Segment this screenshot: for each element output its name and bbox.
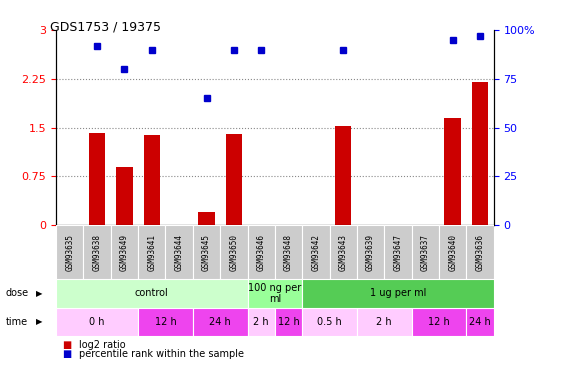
Bar <box>384 225 412 279</box>
Text: 0 h: 0 h <box>89 316 105 327</box>
Text: GSM93649: GSM93649 <box>120 234 129 271</box>
Text: ▶: ▶ <box>36 317 43 326</box>
Text: GSM93646: GSM93646 <box>257 234 266 271</box>
Bar <box>193 225 220 279</box>
Bar <box>116 166 132 225</box>
Bar <box>56 225 84 279</box>
Bar <box>472 82 488 225</box>
Bar <box>247 308 275 336</box>
Text: GSM93635: GSM93635 <box>65 234 74 271</box>
Bar <box>412 308 466 336</box>
Text: GSM93637: GSM93637 <box>421 234 430 271</box>
Text: GSM93647: GSM93647 <box>393 234 402 271</box>
Bar <box>247 279 302 308</box>
Text: dose: dose <box>6 288 29 298</box>
Text: log2 ratio: log2 ratio <box>79 340 125 350</box>
Text: 24 h: 24 h <box>209 316 231 327</box>
Text: 0.5 h: 0.5 h <box>317 316 342 327</box>
Text: 2 h: 2 h <box>376 316 392 327</box>
Text: GSM93636: GSM93636 <box>476 234 485 271</box>
Text: ■: ■ <box>62 350 71 359</box>
Text: ■: ■ <box>62 340 71 350</box>
Text: GDS1753 / 19375: GDS1753 / 19375 <box>50 21 162 34</box>
Bar <box>357 225 384 279</box>
Bar <box>466 308 494 336</box>
Text: GSM93645: GSM93645 <box>202 234 211 271</box>
Bar <box>357 308 412 336</box>
Bar <box>466 225 494 279</box>
Bar <box>335 126 351 225</box>
Text: 1 ug per ml: 1 ug per ml <box>370 288 426 298</box>
Text: 12 h: 12 h <box>278 316 300 327</box>
Bar <box>302 225 329 279</box>
Text: 12 h: 12 h <box>155 316 176 327</box>
Bar <box>138 308 193 336</box>
Bar <box>193 308 247 336</box>
Text: 24 h: 24 h <box>469 316 491 327</box>
Bar <box>89 133 105 225</box>
Text: percentile rank within the sample: percentile rank within the sample <box>79 350 243 359</box>
Text: GSM93650: GSM93650 <box>229 234 238 271</box>
Text: ▶: ▶ <box>36 289 43 298</box>
Bar <box>56 308 138 336</box>
Text: GSM93640: GSM93640 <box>448 234 457 271</box>
Text: GSM93641: GSM93641 <box>148 234 157 271</box>
Bar <box>226 134 242 225</box>
Bar <box>302 279 494 308</box>
Bar <box>220 225 247 279</box>
Text: 12 h: 12 h <box>428 316 450 327</box>
Text: GSM93639: GSM93639 <box>366 234 375 271</box>
Text: GSM93643: GSM93643 <box>339 234 348 271</box>
Bar <box>247 225 275 279</box>
Bar <box>439 225 466 279</box>
Text: time: time <box>6 316 27 327</box>
Bar <box>84 225 111 279</box>
Bar <box>444 118 461 225</box>
Text: GSM93648: GSM93648 <box>284 234 293 271</box>
Text: GSM93642: GSM93642 <box>311 234 320 271</box>
Bar <box>302 308 357 336</box>
Text: control: control <box>135 288 169 298</box>
Bar <box>111 225 138 279</box>
Text: GSM93644: GSM93644 <box>174 234 183 271</box>
Bar <box>275 225 302 279</box>
Text: 100 ng per
ml: 100 ng per ml <box>249 283 301 304</box>
Bar <box>275 308 302 336</box>
Bar <box>412 225 439 279</box>
Bar <box>138 225 165 279</box>
Text: GSM93638: GSM93638 <box>93 234 102 271</box>
Bar <box>56 279 247 308</box>
Bar <box>165 225 193 279</box>
Bar <box>198 212 215 225</box>
Bar <box>330 225 357 279</box>
Bar <box>144 135 160 225</box>
Text: 2 h: 2 h <box>254 316 269 327</box>
